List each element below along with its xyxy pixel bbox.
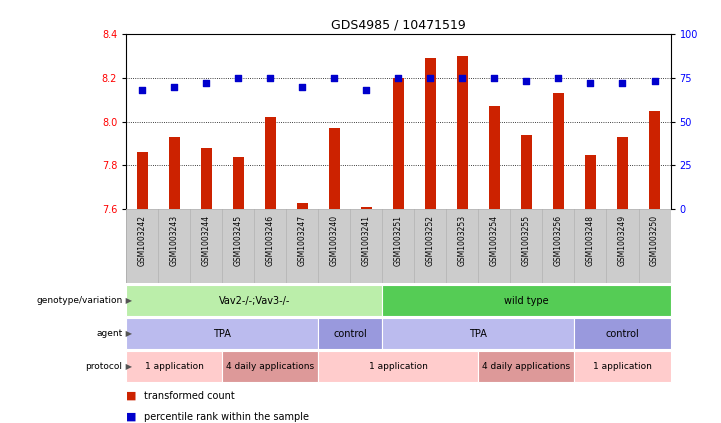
- Text: protocol: protocol: [86, 363, 123, 371]
- Point: [200, 80, 212, 86]
- Text: GSM1003241: GSM1003241: [362, 215, 371, 266]
- Title: GDS4985 / 10471519: GDS4985 / 10471519: [331, 18, 466, 31]
- Text: 1 application: 1 application: [593, 363, 652, 371]
- Point: [329, 74, 340, 81]
- Text: GSM1003254: GSM1003254: [490, 215, 499, 266]
- Bar: [393, 78, 404, 209]
- Point: [616, 80, 628, 86]
- Text: TPA: TPA: [469, 329, 487, 339]
- Bar: [489, 106, 500, 209]
- Bar: [136, 152, 148, 209]
- Text: 1 application: 1 application: [369, 363, 428, 371]
- Text: GSM1003250: GSM1003250: [650, 215, 659, 266]
- Point: [585, 80, 596, 86]
- Point: [649, 78, 660, 85]
- Text: GSM1003243: GSM1003243: [169, 215, 179, 266]
- Text: ▶: ▶: [123, 363, 132, 371]
- Text: Vav2-/-;Vav3-/-: Vav2-/-;Vav3-/-: [218, 296, 290, 306]
- Point: [232, 74, 244, 81]
- Point: [136, 87, 148, 93]
- Bar: [585, 154, 596, 209]
- Text: 4 daily applications: 4 daily applications: [482, 363, 570, 371]
- Bar: [169, 137, 180, 209]
- Point: [425, 74, 436, 81]
- Bar: [126, 209, 671, 283]
- Bar: [649, 111, 660, 209]
- Bar: [617, 137, 628, 209]
- Bar: [457, 56, 468, 209]
- Text: GSM1003252: GSM1003252: [426, 215, 435, 266]
- Bar: [360, 207, 372, 209]
- Text: ■: ■: [126, 412, 140, 422]
- Text: 4 daily applications: 4 daily applications: [226, 363, 314, 371]
- Text: GSM1003245: GSM1003245: [234, 215, 243, 266]
- Text: GSM1003244: GSM1003244: [202, 215, 211, 266]
- Text: transformed count: transformed count: [144, 391, 235, 401]
- Text: control: control: [333, 329, 367, 339]
- Point: [296, 83, 308, 90]
- Text: ■: ■: [126, 391, 140, 401]
- Text: GSM1003253: GSM1003253: [458, 215, 467, 266]
- Bar: [329, 128, 340, 209]
- Text: GSM1003246: GSM1003246: [266, 215, 275, 266]
- Text: agent: agent: [97, 330, 123, 338]
- Point: [553, 74, 565, 81]
- Text: TPA: TPA: [213, 329, 231, 339]
- Text: percentile rank within the sample: percentile rank within the sample: [144, 412, 309, 422]
- Bar: [265, 117, 276, 209]
- Bar: [296, 203, 308, 209]
- Bar: [553, 93, 564, 209]
- Text: ▶: ▶: [123, 330, 132, 338]
- Point: [521, 78, 532, 85]
- Text: genotype/variation: genotype/variation: [36, 297, 123, 305]
- Text: GSM1003248: GSM1003248: [586, 215, 595, 266]
- Bar: [425, 58, 436, 209]
- Text: 1 application: 1 application: [145, 363, 203, 371]
- Text: GSM1003240: GSM1003240: [329, 215, 339, 266]
- Text: GSM1003247: GSM1003247: [298, 215, 307, 266]
- Text: GSM1003255: GSM1003255: [522, 215, 531, 266]
- Text: GSM1003256: GSM1003256: [554, 215, 563, 266]
- Point: [489, 74, 500, 81]
- Text: GSM1003251: GSM1003251: [394, 215, 403, 266]
- Point: [169, 83, 180, 90]
- Text: wild type: wild type: [504, 296, 549, 306]
- Bar: [200, 148, 212, 209]
- Text: ▶: ▶: [123, 297, 132, 305]
- Text: GSM1003242: GSM1003242: [138, 215, 146, 266]
- Point: [393, 74, 404, 81]
- Bar: [521, 135, 532, 209]
- Text: GSM1003249: GSM1003249: [618, 215, 627, 266]
- Point: [265, 74, 276, 81]
- Bar: [233, 157, 244, 209]
- Point: [360, 87, 372, 93]
- Text: control: control: [606, 329, 640, 339]
- Point: [456, 74, 468, 81]
